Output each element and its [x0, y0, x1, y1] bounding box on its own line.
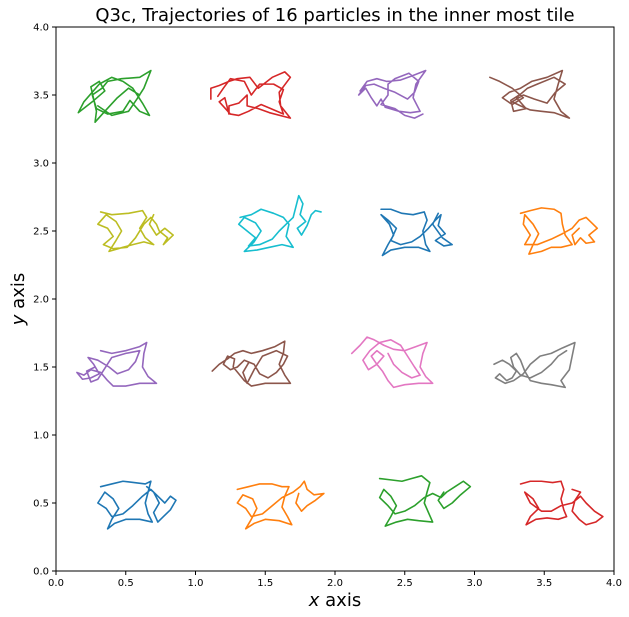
series-layer — [76, 69, 604, 530]
trajectory-line-12 — [493, 341, 576, 389]
trajectory-line-8 — [519, 207, 599, 255]
x-tick-label: 0.0 — [48, 578, 64, 589]
y-tick-label: 2.5 — [33, 227, 49, 238]
y-axis-ticks: 0.0 0.5 1.0 1.5 2.0 2.5 3.0 3.5 4.0 — [33, 23, 56, 578]
x-axis-title: x axis — [308, 590, 361, 611]
trajectory-line-11 — [350, 336, 434, 389]
y-tick-label: 2.0 — [33, 295, 49, 306]
trajectory-line-15 — [378, 475, 472, 527]
trajectory-line-3 — [357, 69, 427, 119]
y-axis-title: y axis — [8, 273, 29, 326]
trajectory-line-2 — [210, 71, 292, 119]
y-tick-label: 0.5 — [33, 499, 49, 510]
x-tick-label: 1.0 — [188, 578, 204, 589]
trajectory-line-9 — [76, 341, 158, 387]
y-tick-label: 3.0 — [33, 159, 49, 170]
y-tick-label: 3.5 — [33, 91, 49, 102]
trajectory-line-16 — [519, 480, 604, 526]
trajectory-line-6 — [237, 194, 322, 253]
trajectory-line-10 — [211, 340, 292, 387]
trajectory-line-4 — [489, 69, 571, 119]
x-tick-label: 0.5 — [118, 578, 134, 589]
x-tick-label: 1.5 — [257, 578, 273, 589]
x-tick-label: 4.0 — [606, 578, 622, 589]
trajectory-line-5 — [97, 209, 174, 253]
x-axis-ticks: 0.0 0.5 1.0 1.5 2.0 2.5 3.0 3.5 4.0 — [48, 571, 622, 589]
x-tick-label: 3.0 — [467, 578, 483, 589]
x-tick-label: 2.5 — [397, 578, 413, 589]
trajectory-line-1 — [77, 69, 152, 123]
y-tick-label: 1.5 — [33, 363, 49, 374]
x-axis-var: x — [308, 590, 320, 611]
trajectory-line-13 — [97, 480, 177, 530]
x-tick-label: 3.5 — [536, 578, 552, 589]
plot-area-frame — [55, 26, 615, 572]
chart-title: Q3c, Trajectories of 16 particles in the… — [95, 5, 574, 26]
trajectory-line-7 — [380, 208, 453, 257]
x-tick-label: 2.0 — [327, 578, 343, 589]
y-tick-label: 1.0 — [33, 431, 49, 442]
y-axis-suffix: axis — [8, 273, 29, 309]
y-tick-label: 0.0 — [33, 567, 49, 578]
y-axis-var: y — [8, 314, 29, 326]
x-axis-suffix: axis — [325, 590, 361, 611]
trajectory-line-14 — [236, 480, 325, 530]
y-tick-label: 4.0 — [33, 23, 49, 34]
